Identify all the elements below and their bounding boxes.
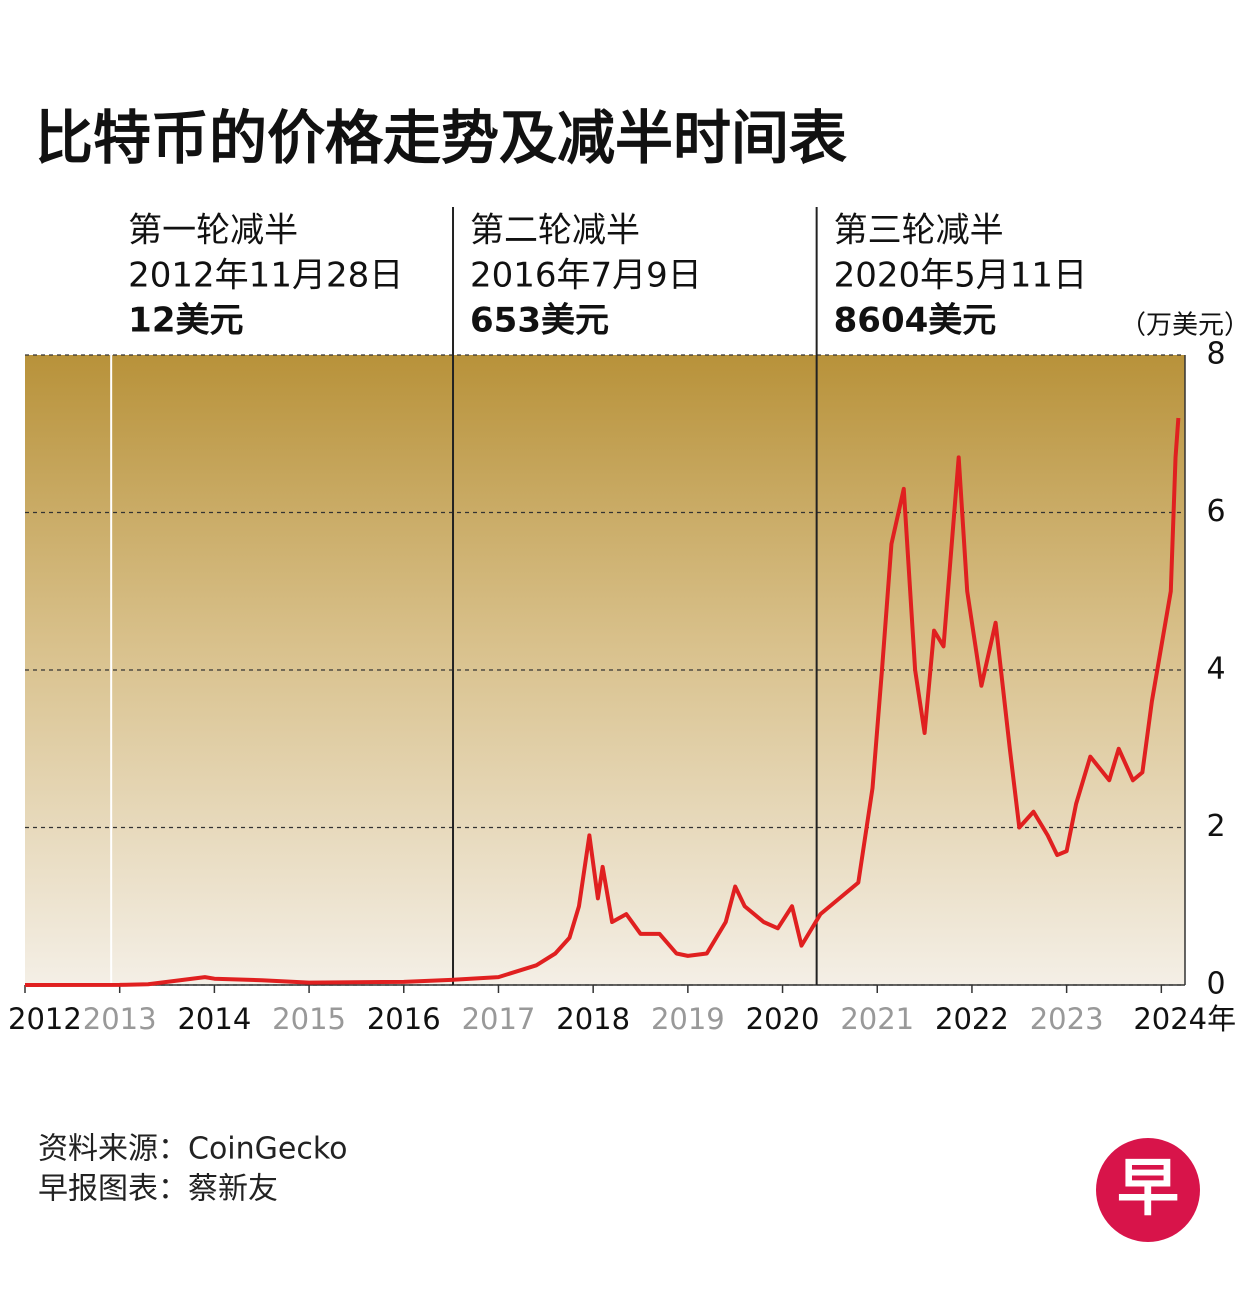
halving-title: 第二轮减半 (470, 211, 640, 251)
x-tick-label: 2015 (272, 1002, 346, 1036)
y-tick-label: 6 (1206, 494, 1225, 529)
y-unit: （万美元） (1120, 311, 1250, 341)
x-tick-label: 2016 (367, 1002, 441, 1036)
logo-circle (1096, 1138, 1200, 1242)
credit: 早报图表：蔡新友 (38, 1172, 278, 1207)
x-tick-label: 2022 (935, 1002, 1009, 1036)
halving-title: 第一轮减半 (128, 211, 298, 251)
x-tick-label: 2013 (83, 1002, 157, 1036)
x-tick-label: 2019 (651, 1002, 725, 1036)
chart-title: 比特币的价格走势及减半时间表 (35, 104, 847, 172)
source: 资料来源：CoinGecko (38, 1132, 348, 1167)
y-tick-label: 8 (1206, 337, 1225, 372)
halving-date: 2020年5月11日 (834, 256, 1087, 296)
x-tick-label: 2017 (462, 1002, 536, 1036)
halving-price: 8604美元 (834, 301, 997, 341)
x-tick-label: 2023 (1030, 1002, 1104, 1036)
halving-date: 2012年11月28日 (128, 256, 403, 296)
y-tick-label: 0 (1206, 967, 1225, 1002)
x-tick-label: 2018 (556, 1002, 630, 1036)
halving-date: 2016年7月9日 (470, 256, 702, 296)
halving-price: 12美元 (128, 301, 243, 341)
x-tick-label: 2014 (177, 1002, 251, 1036)
halving-price: 653美元 (470, 301, 609, 341)
halving-title: 第三轮减半 (834, 211, 1004, 251)
x-tick-label: 2021 (840, 1002, 914, 1036)
x-tick-label: 2024年 (1133, 1002, 1236, 1036)
price-line (24, 417, 1181, 987)
y-tick-label: 2 (1206, 809, 1225, 844)
x-tick-label: 2020 (746, 1002, 820, 1036)
logo: 早 (1117, 1151, 1179, 1224)
x-tick-label: 2012 (8, 1002, 82, 1036)
y-tick-label: 4 (1206, 652, 1225, 687)
